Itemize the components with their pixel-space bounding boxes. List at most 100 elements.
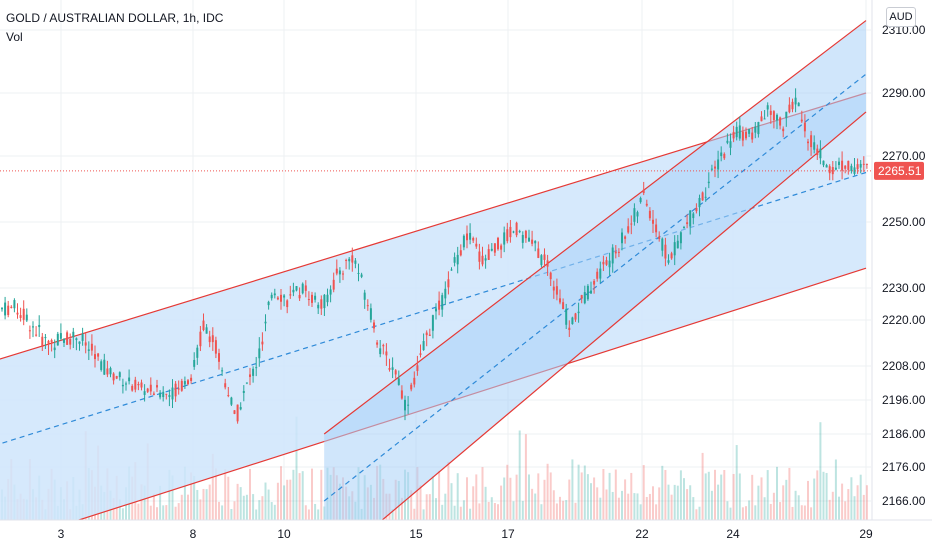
volume-bar <box>152 493 155 520</box>
volume-bar <box>745 506 747 520</box>
volume-bar <box>159 485 162 520</box>
candle-body <box>605 260 608 265</box>
candle-body <box>211 335 214 343</box>
candle-body <box>264 321 267 324</box>
candle-body <box>292 289 295 293</box>
volume-bar <box>400 497 403 520</box>
candle-body <box>543 254 546 260</box>
volume-bar <box>683 478 685 520</box>
volume-bar <box>227 476 230 520</box>
volume-bar <box>757 485 760 520</box>
volume-bar <box>617 497 620 520</box>
candle-body <box>354 260 357 264</box>
price-axis: 2166.00 2176.00 2186.00 2196.00 2208.00 2220.… <box>882 23 926 508</box>
volume-bar <box>410 490 413 520</box>
candle-body <box>165 393 168 395</box>
volume-bar <box>419 485 422 520</box>
candle-body <box>87 349 90 351</box>
candle-body <box>838 161 840 166</box>
volume-bar <box>475 474 478 520</box>
candle-body <box>128 377 131 382</box>
candle-body <box>462 235 465 248</box>
volume-bar <box>704 473 707 520</box>
volume-bar <box>276 482 279 520</box>
candle-body <box>125 383 127 385</box>
volume-bar <box>707 471 710 520</box>
volume-bar <box>187 494 189 520</box>
candle-body <box>534 240 537 244</box>
volume-bar <box>834 459 837 520</box>
volume-bar <box>487 501 490 520</box>
volume-bar <box>552 490 555 520</box>
volume-bar <box>596 487 599 520</box>
volume-bar <box>233 501 236 520</box>
volume-bar <box>751 474 754 520</box>
volume-bar <box>555 503 558 520</box>
candle-body <box>32 326 34 328</box>
candle-body <box>407 404 410 406</box>
candle-body <box>865 163 868 165</box>
volume-bar <box>311 468 313 520</box>
volume-bar <box>754 505 757 520</box>
volume-bar <box>714 469 716 520</box>
candle-body <box>382 345 385 347</box>
candle-body <box>205 327 208 334</box>
candle-body <box>453 257 456 263</box>
candle-body <box>1 308 3 310</box>
currency-badge[interactable]: AUD <box>886 7 916 27</box>
volume-bar <box>825 472 828 520</box>
volume-bar <box>190 472 193 520</box>
candle-body <box>580 295 583 299</box>
volume-bar <box>794 490 797 520</box>
volume-bar <box>236 483 239 520</box>
candle-body <box>249 374 251 377</box>
candle-body <box>661 238 664 251</box>
candle-body <box>704 196 707 198</box>
candle-body <box>162 391 165 398</box>
candle-body <box>524 230 527 239</box>
candle-body <box>273 293 276 296</box>
candle-body <box>10 306 13 308</box>
candle-body <box>363 292 366 300</box>
volume-bar <box>261 496 264 520</box>
volume-bar <box>230 509 233 520</box>
volume-bar <box>639 504 642 520</box>
candle-body <box>862 163 865 165</box>
candle-body <box>245 382 248 384</box>
candle-body <box>732 131 735 139</box>
candle-body <box>323 294 326 309</box>
candle-body <box>503 232 506 245</box>
volume-bar <box>258 500 261 520</box>
volume-bar <box>280 466 282 520</box>
candle-body <box>549 272 552 280</box>
volume-bar <box>503 477 506 520</box>
volume-bar <box>531 488 534 520</box>
candle-body <box>782 128 785 132</box>
candle-body <box>121 384 124 387</box>
candle-body <box>283 295 286 298</box>
candle-body <box>596 271 599 279</box>
volume-bar <box>218 501 220 520</box>
volume-bar <box>456 473 459 520</box>
volume-bar <box>490 497 493 520</box>
candle-body <box>69 338 72 345</box>
volume-bar <box>614 469 617 520</box>
candle-body <box>422 341 425 351</box>
channel-median-line <box>323 73 867 502</box>
candle-body <box>109 368 112 375</box>
volume-bar <box>862 494 865 520</box>
volume-bar <box>810 507 813 520</box>
candle-body <box>760 116 763 122</box>
volume-bar <box>844 501 847 520</box>
volume-bar <box>661 465 664 520</box>
candle-body <box>115 376 118 379</box>
volume-bar <box>500 485 503 520</box>
candle-body <box>94 354 96 360</box>
candle-body <box>25 314 28 321</box>
volume-bar <box>686 489 689 520</box>
candle-body <box>270 294 273 299</box>
volume-bar <box>772 492 775 520</box>
volume-bar <box>695 509 698 520</box>
